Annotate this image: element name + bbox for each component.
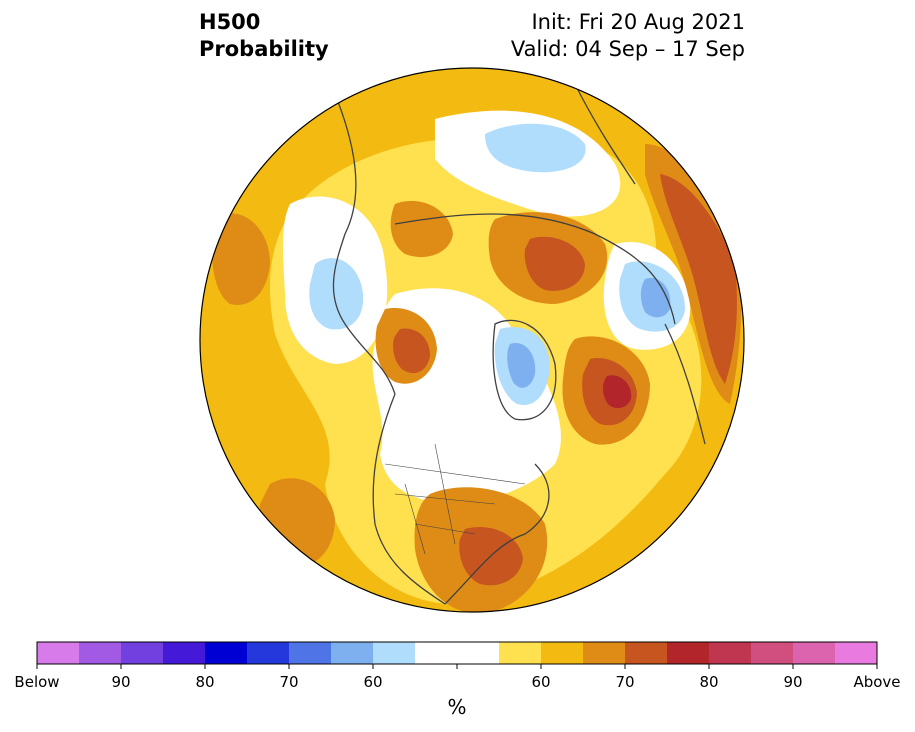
contour-80-above (602, 375, 632, 409)
colorbar-tick-label: 60 (531, 673, 551, 691)
colorbar-tick-label: Above (853, 673, 901, 691)
contour-below-70 (640, 278, 671, 318)
contour-below-60 (485, 123, 586, 173)
colorbar-tick-label: 70 (615, 673, 635, 691)
colorbar-swatch (415, 642, 458, 664)
contour-75-above (393, 328, 430, 374)
colorbar-tick-label: 90 (111, 673, 131, 691)
colorbar-swatch (79, 642, 122, 664)
colorbar-swatch (541, 642, 584, 664)
colorbar-swatch (331, 642, 374, 664)
colorbar-swatch (667, 642, 710, 664)
title-block: H500 Probability (199, 9, 329, 63)
colorbar-tick-label: 70 (279, 673, 299, 691)
colorbar-tick-label: 80 (195, 673, 215, 691)
coastlines (332, 83, 706, 605)
colorbar-swatch (751, 642, 794, 664)
colorbar-swatch (247, 642, 290, 664)
colorbar-tick-label: 90 (783, 673, 803, 691)
map-contours (200, 68, 744, 612)
colorbar (36, 641, 878, 669)
colorbar-swatch (205, 642, 248, 664)
colorbar-ticks (36, 664, 878, 669)
init-date: Init: Fri 20 Aug 2021 (531, 10, 745, 34)
colorbar-swatch (457, 642, 500, 664)
title-product: Probability (199, 37, 329, 61)
colorbar-swatch (499, 642, 542, 664)
country-borders (384, 443, 526, 555)
map-boundary (199, 67, 745, 613)
colorbar-swatch (163, 642, 206, 664)
colorbar-swatch (709, 642, 752, 664)
contour-70-above (212, 213, 270, 305)
contour-75-above (524, 236, 585, 291)
contour-75-above (660, 174, 737, 384)
colorbar-tick-label: Below (14, 673, 60, 691)
colorbar-tick-label: 80 (699, 673, 719, 691)
probability-map (199, 67, 745, 613)
valid-range: Valid: 04 Sep – 17 Sep (510, 37, 745, 61)
colorbar-swatch (625, 642, 668, 664)
colorbar-swatch (583, 642, 626, 664)
colorbar-swatch (289, 642, 332, 664)
colorbar-swatch (835, 642, 878, 664)
title-variable: H500 (199, 10, 261, 34)
colorbar-swatch (373, 642, 416, 664)
contour-below-60 (309, 258, 364, 330)
colorbar-swatch (37, 642, 80, 664)
colorbar-swatch (121, 642, 164, 664)
colorbar-tick-label: 60 (363, 673, 383, 691)
colorbar-swatch (793, 642, 836, 664)
colorbar-units: % (447, 695, 467, 719)
contour-below-70 (507, 343, 536, 388)
date-block: Init: Fri 20 Aug 2021 Valid: 04 Sep – 17… (511, 9, 745, 63)
contour-70-above (390, 200, 453, 258)
colorbar-swatches (37, 642, 878, 664)
